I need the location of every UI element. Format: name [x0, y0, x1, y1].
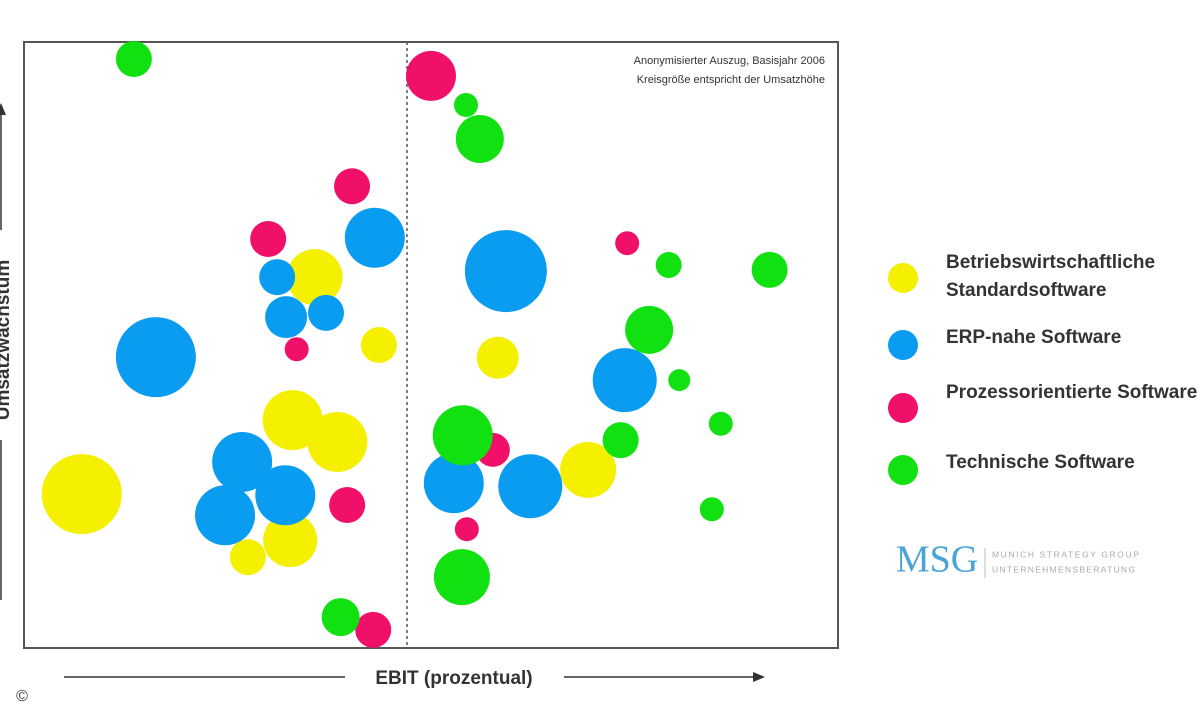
- bubble: [286, 249, 343, 306]
- bubble: [262, 390, 323, 451]
- bubble: [265, 296, 308, 339]
- logo-mark: MSG: [896, 539, 978, 581]
- bubble: [592, 348, 657, 413]
- bubble: [250, 220, 287, 257]
- bubble: [259, 259, 296, 296]
- legend-swatch: [888, 393, 918, 423]
- bubble: [284, 337, 309, 362]
- bubble: [454, 93, 479, 118]
- bubble: [751, 251, 788, 288]
- bubble: [329, 486, 366, 523]
- bubble: [454, 517, 479, 542]
- legend-label: Betriebswirtschaftliche Standardsoftware: [946, 252, 1156, 301]
- bubble: [115, 40, 152, 77]
- bubble: [334, 168, 371, 205]
- legend-label: Technische Software: [946, 452, 1135, 473]
- bubble: [625, 305, 674, 354]
- bubble: [699, 497, 724, 522]
- bubble: [41, 454, 122, 535]
- bubble: [615, 231, 640, 256]
- bubble: [432, 405, 493, 466]
- bubble: [115, 317, 196, 398]
- x-axis-label: EBIT (prozentual): [375, 668, 532, 689]
- bubble: [229, 539, 266, 576]
- bubble: [668, 369, 691, 392]
- bubble: [255, 465, 316, 526]
- bubble: [212, 431, 273, 492]
- legend-swatch: [888, 455, 918, 485]
- bubble: [321, 598, 360, 637]
- plot-frame: [23, 41, 839, 649]
- y-axis-arrowhead: [0, 103, 6, 115]
- x-axis-arrowhead: [753, 672, 765, 682]
- logo-company: MUNICH STRATEGY GROUP: [992, 549, 1141, 559]
- legend-label: ERP-nahe Software: [946, 327, 1122, 348]
- bubble: [602, 422, 639, 459]
- bubble: [433, 549, 490, 606]
- legend-swatch: [888, 330, 918, 360]
- bubble: [455, 114, 504, 163]
- bubble: [263, 513, 318, 568]
- bubble: [406, 50, 456, 101]
- y-axis-label: Umsatzwachstum: [0, 260, 14, 421]
- bubble: [307, 294, 344, 331]
- bubble: [464, 230, 547, 313]
- bubble: [560, 441, 617, 498]
- bubble: [423, 453, 484, 514]
- bubble: [355, 611, 392, 648]
- copyright: ©: [16, 688, 28, 705]
- legend-label: Prozessorientierte Software: [946, 382, 1198, 403]
- bubble: [360, 327, 397, 363]
- logo-subtitle: UNTERNEHMENSBERATUNG: [992, 564, 1136, 574]
- bubble: [476, 336, 519, 379]
- bubble: [195, 485, 256, 546]
- bubble: [307, 411, 368, 472]
- bubble: [708, 411, 733, 436]
- bubble: [655, 252, 682, 279]
- annotation: Kreisgröße entspricht der Umsatzhöhe: [637, 74, 825, 86]
- bubble: [344, 207, 405, 268]
- annotation: Anonymisierter Auszug, Basisjahr 2006: [634, 55, 825, 67]
- bubble: [498, 454, 563, 519]
- legend-swatch: [888, 263, 918, 293]
